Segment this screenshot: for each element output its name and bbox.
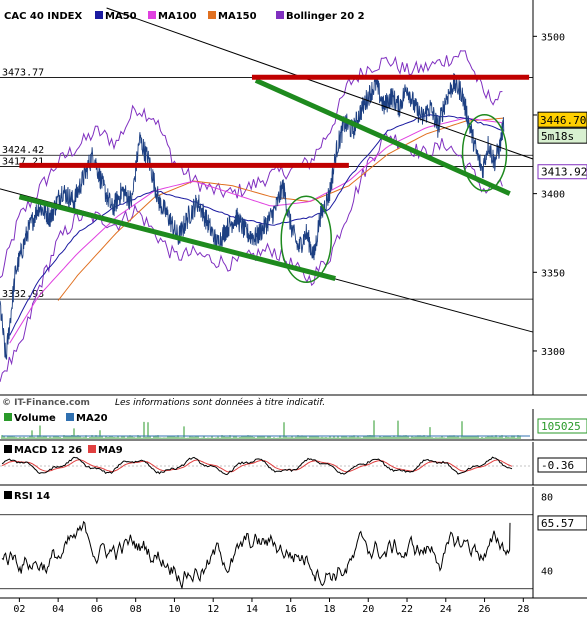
highlight-ellipse	[461, 113, 508, 192]
legend-entry: Bollinger 20 2	[286, 11, 365, 22]
macd-line	[1, 456, 513, 476]
price-line	[0, 73, 505, 360]
last-price-box	[537, 111, 587, 128]
ma100-line	[9, 117, 503, 344]
volume-legend-entry: MA20	[76, 413, 108, 424]
date-tick-label: 20	[362, 604, 374, 615]
rsi-value-box	[537, 515, 587, 531]
macd-value-label: -0.36	[541, 459, 574, 472]
countdown-box	[537, 127, 587, 144]
macd-legend-entry: MACD 12 26	[14, 445, 82, 456]
date-tick-label: 24	[440, 604, 452, 615]
macd-panel: MACD 12 26 MA9 -0.36	[0, 442, 587, 486]
rsi-legend-swatch	[4, 491, 12, 499]
rsi-tick-label: 80	[541, 492, 553, 503]
date-tick-label: 26	[479, 604, 491, 615]
highlight-ellipse	[280, 195, 332, 284]
bollinger-value-box	[537, 164, 587, 180]
volume-legend-entry: Volume	[14, 413, 56, 424]
rsi-value-label: 65.57	[541, 517, 574, 530]
legend-entry: MA50	[105, 11, 137, 22]
volume-value-box	[537, 418, 587, 434]
volume-legend-swatch	[4, 413, 12, 421]
rsi-panel: 40 80 RSI 14 65.57	[0, 487, 587, 599]
ma150-line	[57, 117, 504, 301]
level-label: 3332.93	[2, 289, 44, 300]
rsi-line	[1, 520, 511, 589]
upper-trend-line	[106, 7, 534, 160]
date-tick-label: 22	[401, 604, 413, 615]
macd-legend-entry: MA9	[98, 445, 123, 456]
green-channel-bottom-line	[18, 194, 336, 282]
date-tick-label: 10	[168, 604, 180, 615]
last-price-label: 3446.70	[540, 114, 586, 127]
ma50-line	[9, 114, 504, 336]
legend-entry: MA100	[158, 11, 197, 22]
bollinger-bands	[0, 50, 503, 383]
legend-swatch	[276, 11, 284, 19]
date-tick-label: 06	[91, 604, 103, 615]
level-label: 3473.77	[2, 68, 44, 79]
level-label: 3424.42	[2, 145, 44, 156]
macd-legend-swatch	[88, 445, 96, 453]
bollinger-upper-band	[0, 50, 503, 279]
green-channel-top-line	[254, 78, 511, 196]
date-tick-label: 12	[207, 604, 219, 615]
trend-drawings	[0, 7, 534, 333]
source-credit: © IT-Finance.com	[2, 398, 90, 408]
countdown-label: 5m18s	[541, 130, 574, 143]
bollinger-value-label: 3413.92	[541, 166, 587, 179]
legend-entry: MA150	[218, 11, 257, 22]
price-legend: CAC 40 INDEX MA50 MA100 MA150 Bollinger 20 …	[4, 11, 365, 22]
date-tick-label: 08	[130, 604, 142, 615]
legend-swatch	[95, 11, 103, 19]
chart-title: CAC 40 INDEX	[4, 11, 83, 22]
disclaimer: Les informations sont données à titre in…	[115, 397, 325, 408]
volume-value-label: 105025	[541, 420, 581, 433]
moving-averages	[9, 114, 504, 344]
rsi-tick-label: 40	[541, 566, 553, 577]
price-series	[0, 73, 505, 360]
date-tick-label: 28	[517, 604, 529, 615]
date-tick-label: 18	[323, 604, 335, 615]
date-tick-label: 16	[285, 604, 297, 615]
price-tick-label: 3400	[541, 190, 565, 201]
macd-legend-swatch	[4, 445, 12, 453]
price-tick-label: 3350	[541, 268, 565, 279]
level-label: 3417.21	[2, 157, 44, 168]
legend-swatch	[208, 11, 216, 19]
rsi-legend-entry: RSI 14	[14, 491, 50, 502]
price-tick-label: 3500	[541, 32, 565, 43]
volume-panel: Volume MA20 105025	[0, 409, 587, 441]
macd-signal-line	[1, 459, 513, 473]
date-axis: 02 04 06 08 10 12 14 16 18 20 22 24 26 28	[13, 598, 529, 615]
legend-swatch	[148, 11, 156, 19]
macd-value-box	[537, 457, 587, 473]
date-tick-label: 04	[52, 604, 64, 615]
volume-legend-swatch	[66, 413, 74, 421]
price-tick-label: 3300	[541, 347, 565, 358]
date-tick-label: 02	[13, 604, 25, 615]
date-tick-label: 14	[246, 604, 258, 615]
